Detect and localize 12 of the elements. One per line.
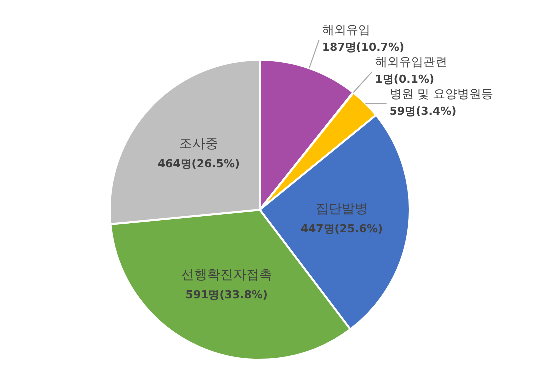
slice-label: 해외유입관련 <box>375 55 448 70</box>
data-label: 187명(10.7%) <box>322 40 405 54</box>
slice-label: 해외유입 <box>322 23 370 38</box>
data-label: 447명(25.6%) <box>300 222 384 236</box>
slice-label: 선행확진자접촉 <box>181 268 272 283</box>
slice-label: 집단발병 <box>316 202 368 218</box>
data-label: 59명(3.4%) <box>390 104 457 118</box>
slice-label: 조사중 <box>179 136 218 152</box>
data-label: 591명(33.8%) <box>186 288 268 302</box>
slice-label: 병원 및 요양병원등 <box>390 87 494 102</box>
data-label: 1명(0.1%) <box>375 72 434 86</box>
data-label: 464명(26.5%) <box>158 157 240 170</box>
